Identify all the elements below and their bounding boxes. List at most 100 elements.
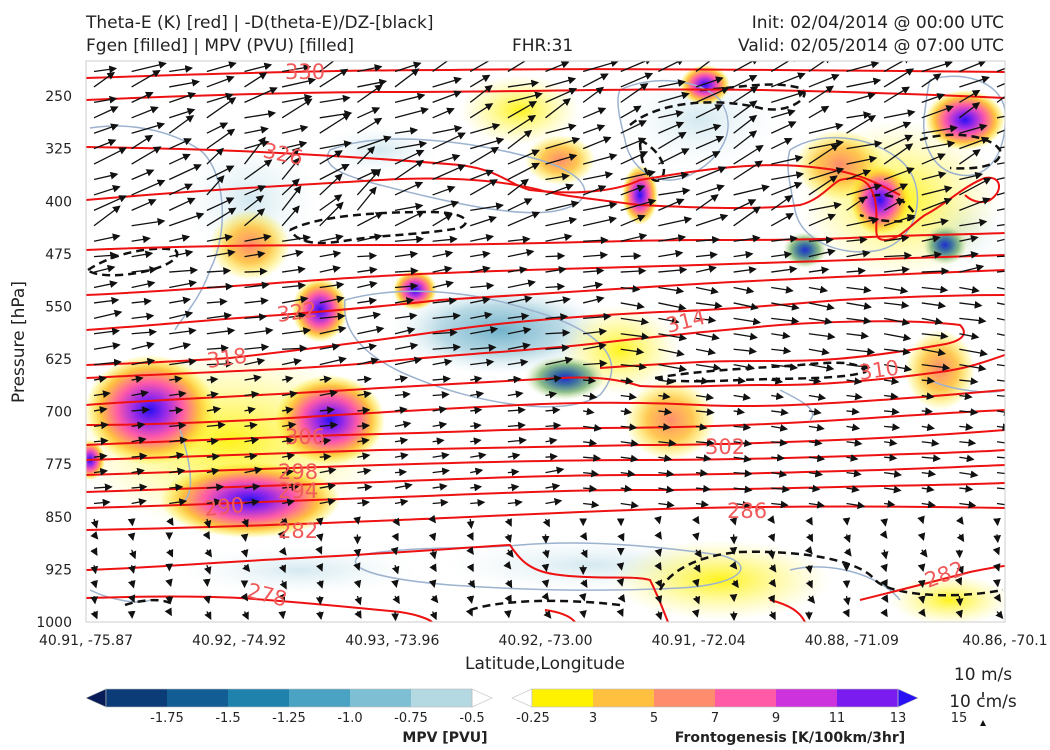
wind-vector	[771, 90, 806, 103]
wind-vector	[127, 518, 136, 527]
wind-vector	[733, 266, 757, 274]
wind-vector	[244, 327, 274, 335]
wind-vector	[959, 123, 988, 134]
wind-vector	[843, 534, 851, 543]
wind-vector	[470, 343, 497, 352]
wind-vector	[771, 235, 799, 243]
wind-vector	[394, 235, 425, 244]
x-tick-label: 40.91, -75.87	[39, 633, 133, 649]
wind-vector	[244, 297, 269, 306]
wind-vector	[507, 342, 531, 351]
wind-vector	[244, 436, 260, 445]
wind-vector	[357, 375, 372, 384]
wind-vector	[921, 485, 935, 493]
wind-vector	[846, 485, 860, 493]
contour-label: 298	[278, 460, 318, 484]
wind-vector	[808, 201, 842, 212]
wind-vector	[808, 266, 830, 275]
wind-vector	[883, 109, 916, 119]
wind-vector	[620, 267, 647, 275]
wind-vector	[281, 147, 300, 165]
wind-vector	[620, 198, 657, 211]
wind-vector	[959, 218, 988, 227]
wind-vector	[996, 208, 1005, 212]
wind-vector	[808, 73, 840, 88]
wind-vector	[808, 423, 825, 432]
wind-vector	[281, 375, 294, 384]
wind-vector	[884, 301, 910, 309]
wind-vector	[808, 454, 826, 463]
wind-vector	[432, 358, 453, 367]
wind-vector	[93, 452, 108, 461]
wind-vector	[353, 548, 362, 558]
colorbar-swatch	[289, 689, 351, 707]
wind-vector	[959, 197, 991, 211]
wind-vector	[996, 317, 1005, 321]
wind-vector	[470, 326, 499, 335]
contour-label: 294	[278, 479, 318, 503]
wind-vector	[771, 363, 799, 371]
wind-vector	[507, 211, 541, 227]
wind-vector	[127, 532, 136, 541]
x-tick-label: 40.92, -73.00	[498, 633, 592, 649]
wind-vector	[808, 61, 832, 73]
wind-vector	[432, 467, 450, 476]
wind-vector	[507, 312, 530, 321]
wind-vector	[504, 518, 512, 527]
colorbar-tick-label: -0.25	[516, 711, 550, 726]
colorbar-tick-label: 13	[890, 711, 907, 726]
wind-vector	[996, 453, 1005, 462]
wind-vector	[507, 452, 521, 461]
wind-vector	[654, 531, 662, 540]
wind-vector	[658, 348, 685, 357]
wind-vector	[695, 469, 709, 477]
wind-vector	[620, 284, 641, 293]
wind-vector	[996, 115, 1005, 119]
wind-vector	[280, 517, 289, 527]
wind-vector	[770, 138, 793, 150]
wind-vector	[956, 533, 965, 543]
wind-vector	[203, 595, 211, 605]
wind-vector	[282, 265, 306, 274]
wind-scale-vertical: 10 cm/s	[949, 692, 1017, 712]
wind-vector	[394, 92, 426, 104]
wind-vector	[319, 452, 332, 461]
wind-vector	[394, 181, 424, 196]
wind-vector	[466, 532, 474, 541]
wind-vector	[658, 198, 685, 211]
wind-vector	[921, 73, 942, 88]
wind-vector	[808, 236, 834, 244]
wind-vector	[319, 265, 341, 273]
wind-vector	[582, 171, 614, 181]
colorbar-extend-low	[511, 688, 533, 708]
wind-vector	[127, 579, 136, 589]
wind-vector	[204, 611, 212, 620]
wind-vector	[131, 406, 150, 415]
wind-vector	[959, 500, 977, 509]
wind-vector	[695, 376, 710, 385]
wind-vector	[959, 470, 979, 479]
wind-vector	[432, 498, 449, 507]
wind-vector	[996, 333, 1005, 337]
wind-vector	[432, 213, 453, 227]
wind-vector	[921, 105, 955, 119]
wind-vector	[131, 169, 155, 181]
wind-vector	[917, 608, 926, 618]
wind-vector	[695, 438, 715, 447]
wind-vector	[470, 169, 494, 181]
wind-vector	[128, 549, 137, 560]
wind-vector	[959, 264, 985, 273]
plot-frame	[85, 60, 1006, 623]
wind-vector	[131, 266, 158, 274]
wind-vector	[654, 595, 663, 604]
wind-vector	[771, 316, 800, 325]
wind-vector	[884, 438, 898, 447]
wind-vector	[90, 547, 98, 556]
wind-vector	[695, 423, 708, 431]
wind-vector	[658, 249, 684, 258]
x-tick-label: 40.91, -72.04	[652, 633, 746, 649]
wind-vector	[695, 184, 725, 196]
wind-vector	[620, 392, 637, 401]
wind-vector	[319, 343, 341, 351]
contour-label: 286	[727, 499, 767, 523]
